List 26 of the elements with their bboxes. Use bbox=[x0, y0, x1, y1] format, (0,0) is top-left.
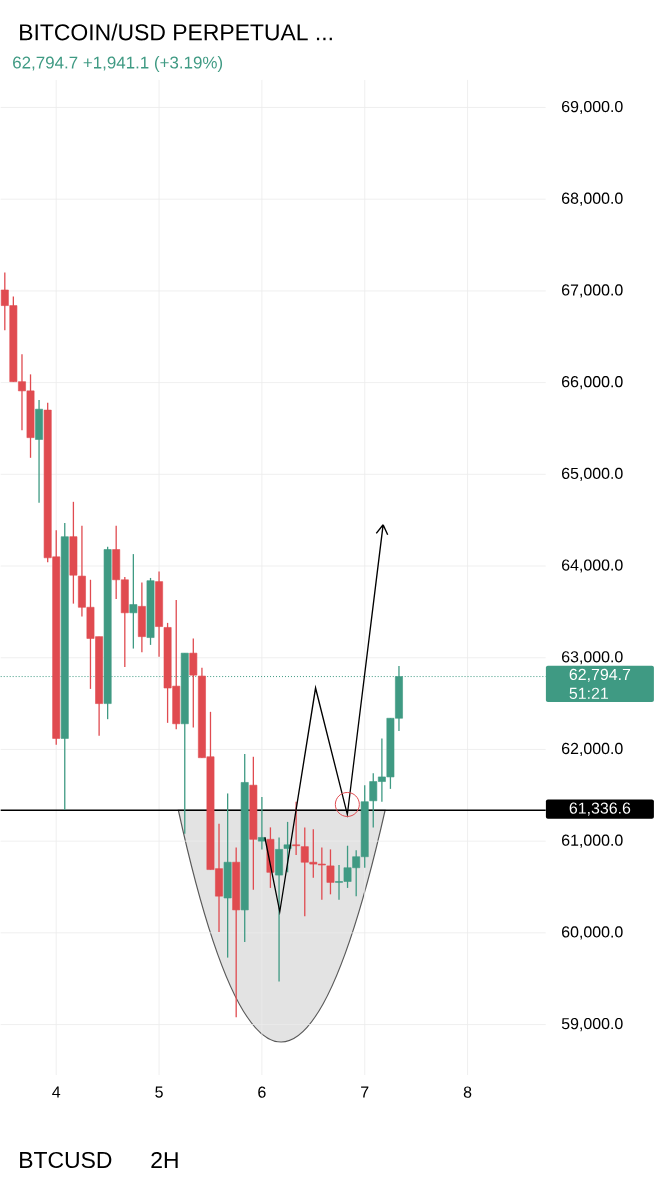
y-tick-label: 67,000.0 bbox=[562, 284, 623, 298]
y-tick-label: 63,000.0 bbox=[562, 651, 623, 665]
y-tick-label: 64,000.0 bbox=[562, 559, 623, 573]
candlestick bbox=[258, 796, 266, 851]
ref-line-label: 61,336.6 bbox=[569, 802, 631, 816]
x-tick-label: 5 bbox=[155, 1086, 163, 1098]
y-tick-label: 69,000.0 bbox=[562, 100, 623, 115]
text: 51:21 bbox=[569, 687, 609, 699]
y-tick-label: 60,000.0 bbox=[562, 926, 623, 940]
y-tick-label: 62,000.0 bbox=[562, 742, 623, 757]
y-tick-label: 61,000.0 bbox=[562, 834, 623, 848]
candlestick bbox=[292, 801, 301, 856]
candlestick bbox=[129, 553, 138, 650]
text: BTCUSD bbox=[20, 1151, 112, 1169]
x-tick-label: 4 bbox=[52, 1086, 61, 1098]
chart-subtitle: 62,794.7 +1,941.1 (+3.19%) bbox=[13, 56, 223, 72]
y-tick-label: 68,000.0 bbox=[562, 192, 623, 206]
x-tick-label: 8 bbox=[463, 1086, 472, 1098]
x-tick-label: 6 bbox=[258, 1086, 266, 1098]
y-tick-label: 59,000.0 bbox=[562, 1017, 623, 1032]
text: 2H bbox=[151, 1151, 178, 1168]
y-tick-label: 66,000.0 bbox=[562, 376, 623, 390]
y-tick-label: 65,000.0 bbox=[562, 467, 623, 481]
x-tick-label: 7 bbox=[361, 1086, 369, 1098]
chart-title: BITCOIN/USD PERPETUAL ... bbox=[20, 23, 333, 41]
ref-line-label: 62,794.7 bbox=[569, 668, 631, 682]
